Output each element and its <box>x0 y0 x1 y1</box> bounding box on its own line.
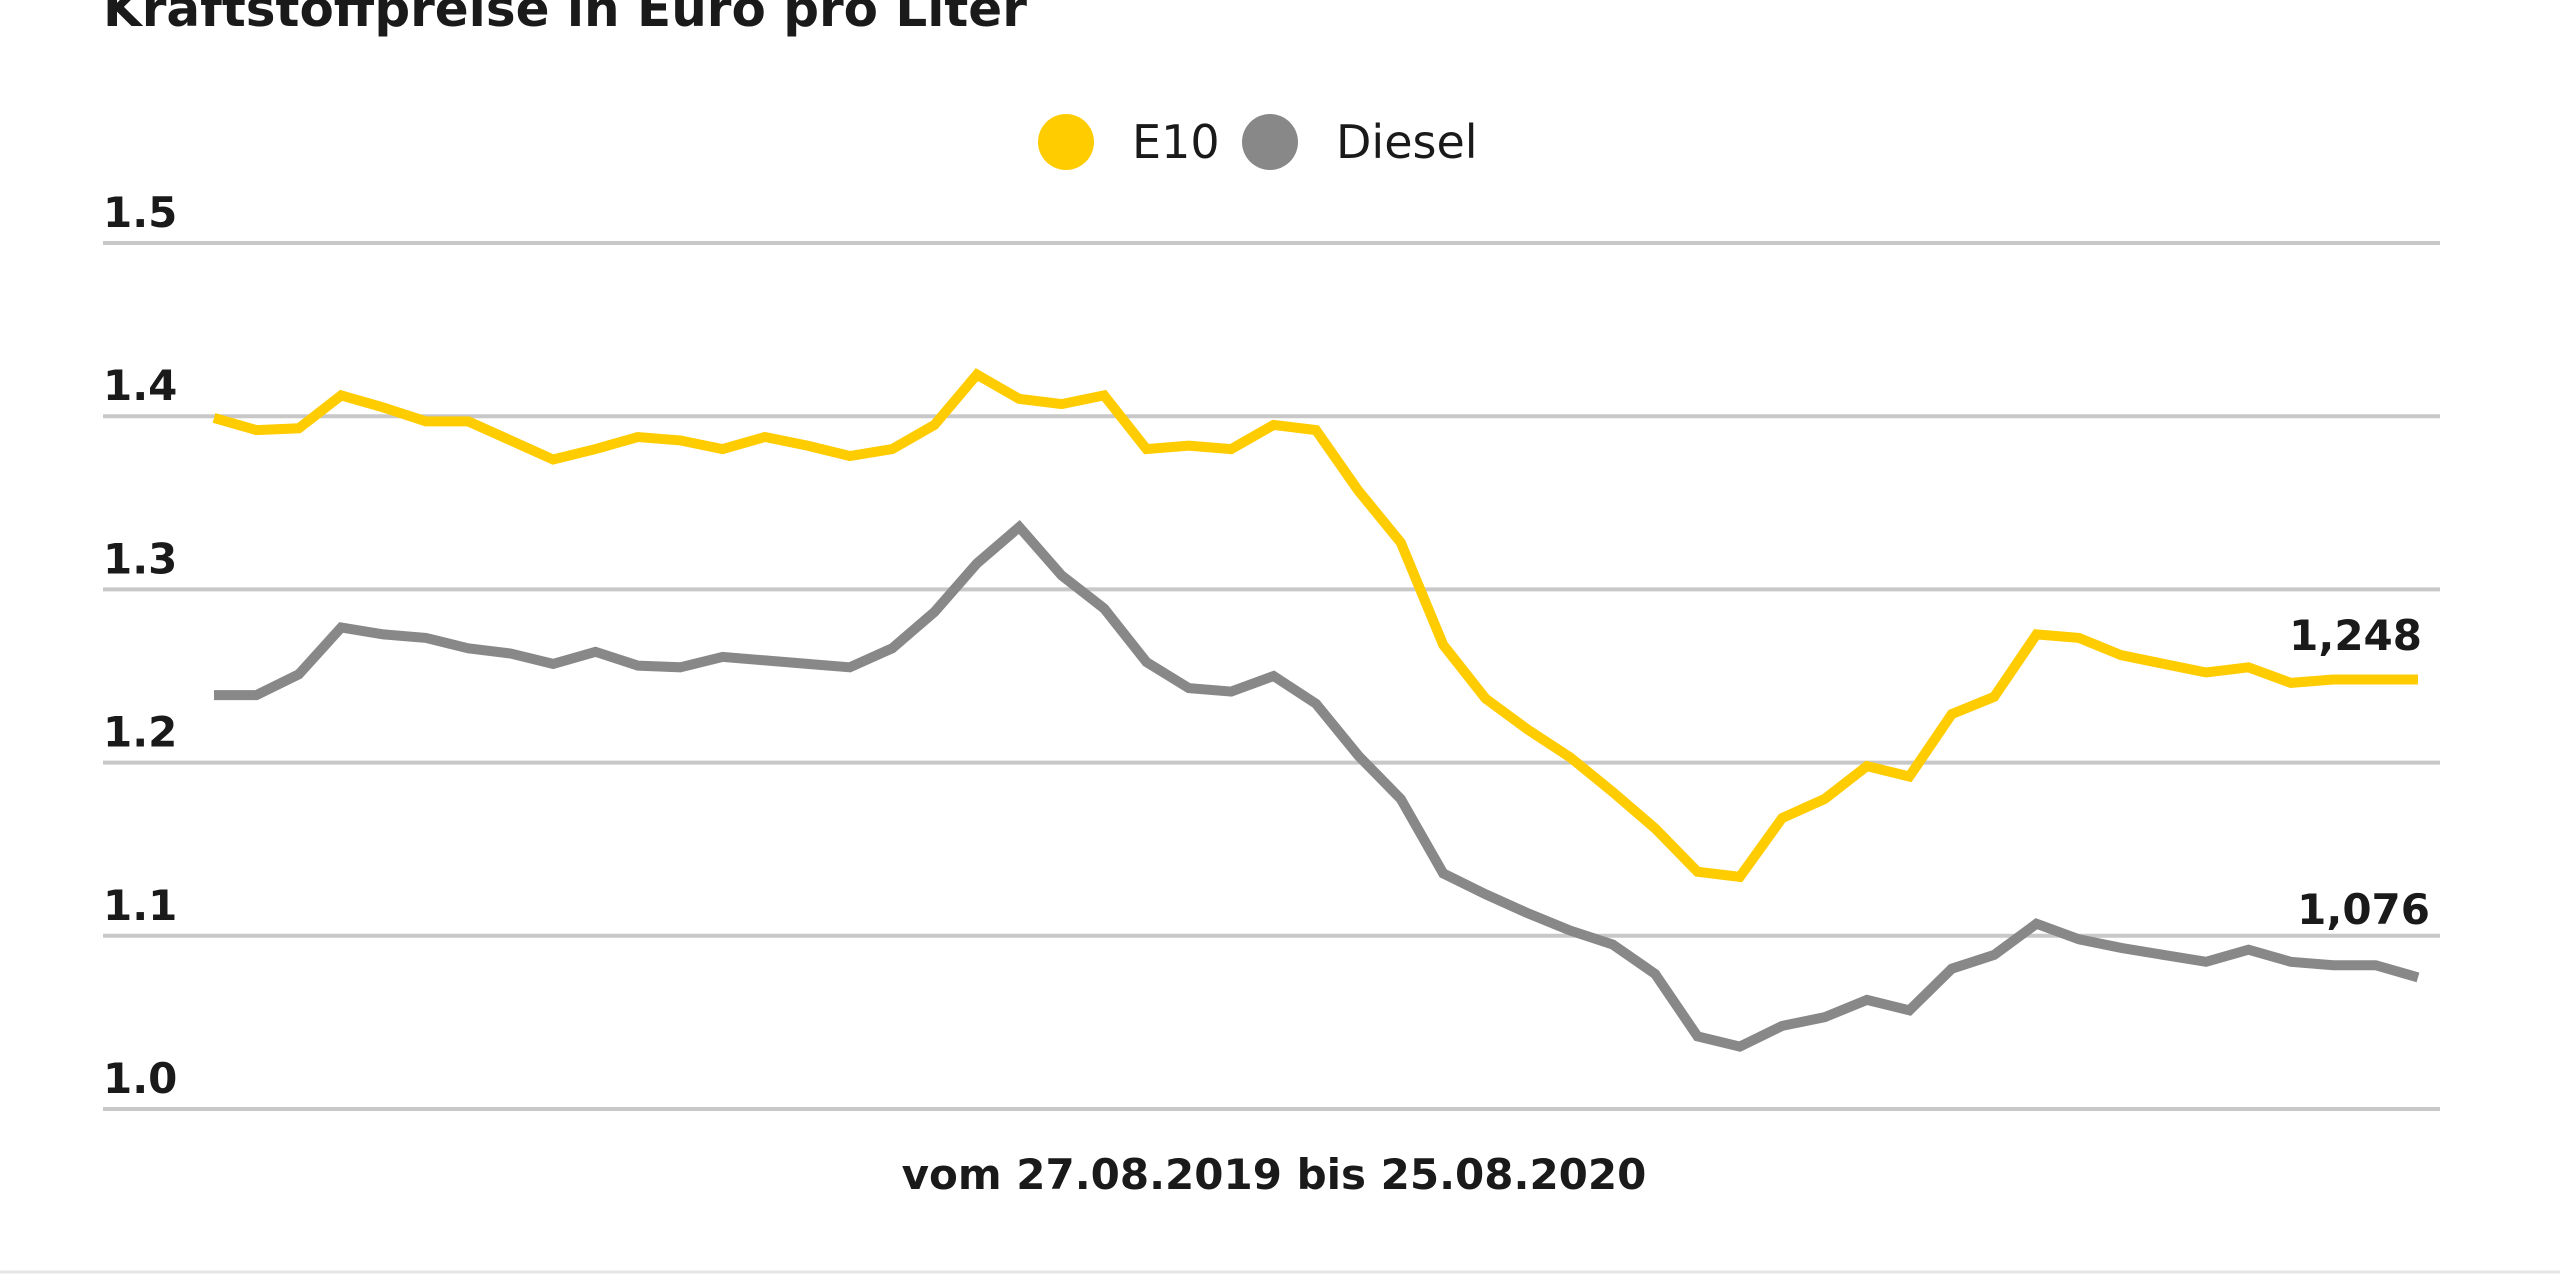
legend: E10 Diesel <box>1038 114 1478 170</box>
y-tick-label: 1.4 <box>103 361 177 410</box>
legend-marker-diesel <box>1242 114 1298 170</box>
legend-marker-e10 <box>1038 114 1094 170</box>
y-tick-label: 1.0 <box>103 1054 177 1103</box>
y-axis-ticks: 1.0 1.1 1.2 1.3 1.4 1.5 <box>103 188 177 1103</box>
y-tick-label: 1.5 <box>103 188 177 237</box>
end-label-e10: 1,248 <box>2289 611 2422 660</box>
series-line-e10 <box>212 368 2418 883</box>
series-line-diesel <box>214 519 2420 1052</box>
gridlines <box>103 241 2440 1111</box>
y-tick-label: 1.1 <box>103 881 177 930</box>
y-tick-label: 1.3 <box>103 534 177 583</box>
legend-label-e10: E10 <box>1132 115 1220 169</box>
end-label-diesel: 1,076 <box>2297 885 2430 934</box>
chart-title: Kraftstoffpreise in Euro pro Liter <box>103 0 1027 38</box>
x-axis-caption: vom 27.08.2019 bis 25.08.2020 <box>902 1150 1647 1199</box>
series-lines <box>212 368 2420 1052</box>
legend-label-diesel: Diesel <box>1336 115 1478 169</box>
y-tick-label: 1.2 <box>103 708 177 757</box>
